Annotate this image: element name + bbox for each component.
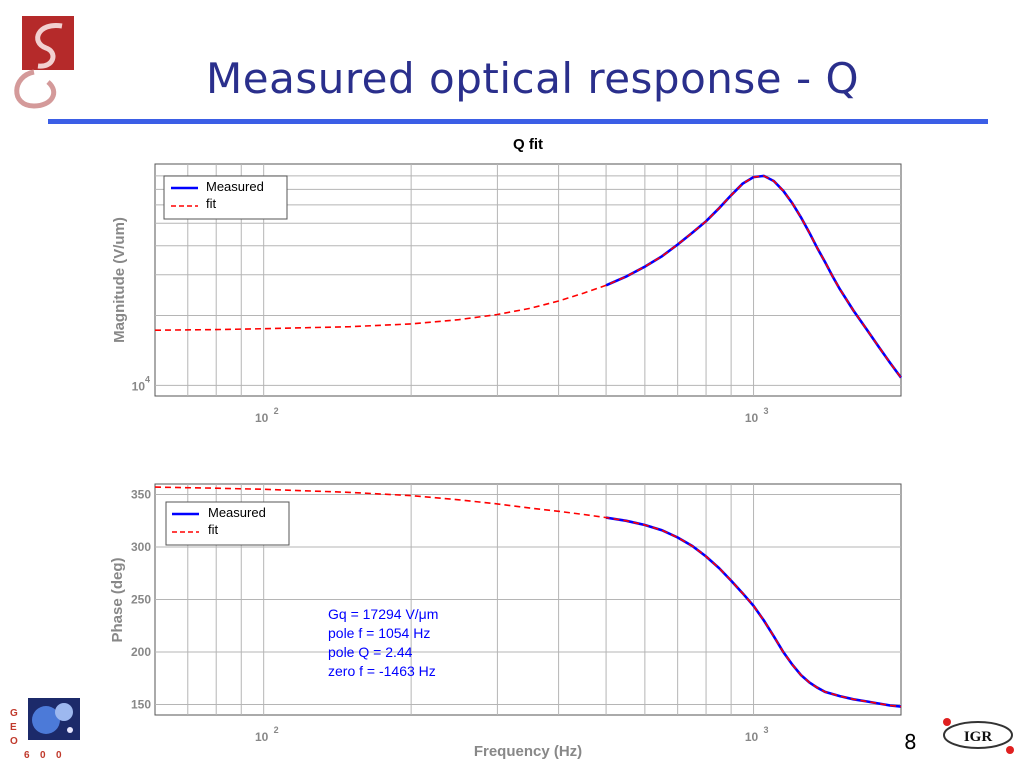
x-tick-label: 10 [745,411,759,425]
annotation-line: Gq = 17294 V/μm [328,606,438,622]
igr-label: IGR [964,729,993,745]
legend-fit-label: fit [206,196,217,211]
x-tick-exponent: 3 [764,725,769,735]
magnitude-legend: Measured fit [163,175,288,220]
y-tick-label: 300 [131,540,151,554]
title-divider [48,119,988,124]
y-tick-label: 10 [132,379,146,393]
x-tick-exponent: 2 [274,406,279,416]
y-tick-label: 150 [131,698,151,712]
geo-letter: 0 [56,750,62,761]
geo-letter: 0 [40,750,46,761]
x-tick-exponent: 2 [274,725,279,735]
igr-logo: IGR [938,714,1018,754]
fit-parameters-annotation: Gq = 17294 V/μm pole f = 1054 Hz pole Q … [328,606,438,679]
magnitude-y-axis-label: Magnitude (V/um) [111,217,128,343]
phase-legend: Measured fit [165,501,290,546]
geo-letter: G [10,708,18,719]
legend-fit-label: fit [208,522,219,537]
page-number: 8 [904,730,917,754]
geo-letter: E [10,722,17,733]
x-tick-label: 10 [255,730,269,744]
geo600-letters: G E O 6 0 0 [10,708,70,764]
legend-measured-label: Measured [206,179,264,194]
annotation-line: pole f = 1054 Hz [328,625,430,641]
y-tick-label: 350 [131,488,151,502]
annotation-line: zero f = -1463 Hz [328,663,436,679]
slide-title: Measured optical response - Q [206,54,860,103]
fit-series-line [154,175,902,379]
annotation-line: pole Q = 2.44 [328,644,413,660]
x-tick-exponent: 3 [764,406,769,416]
x-tick-label: 10 [745,730,759,744]
phase-y-axis-label: Phase (deg) [109,557,126,642]
magnitude-chart-title: Q fit [513,136,543,153]
geo-letter: O [10,736,18,747]
y-tick-exponent: 4 [145,374,150,384]
geo-letter: 6 [24,750,30,761]
x-tick-label: 10 [255,411,269,425]
y-tick-label: 250 [131,593,151,607]
geo600-logo-bottom [24,694,84,744]
legend-measured-label: Measured [208,505,266,520]
y-tick-label: 200 [131,645,151,659]
phase-x-axis-label: Frequency (Hz) [474,743,582,760]
geo600-logo-top [8,12,78,112]
